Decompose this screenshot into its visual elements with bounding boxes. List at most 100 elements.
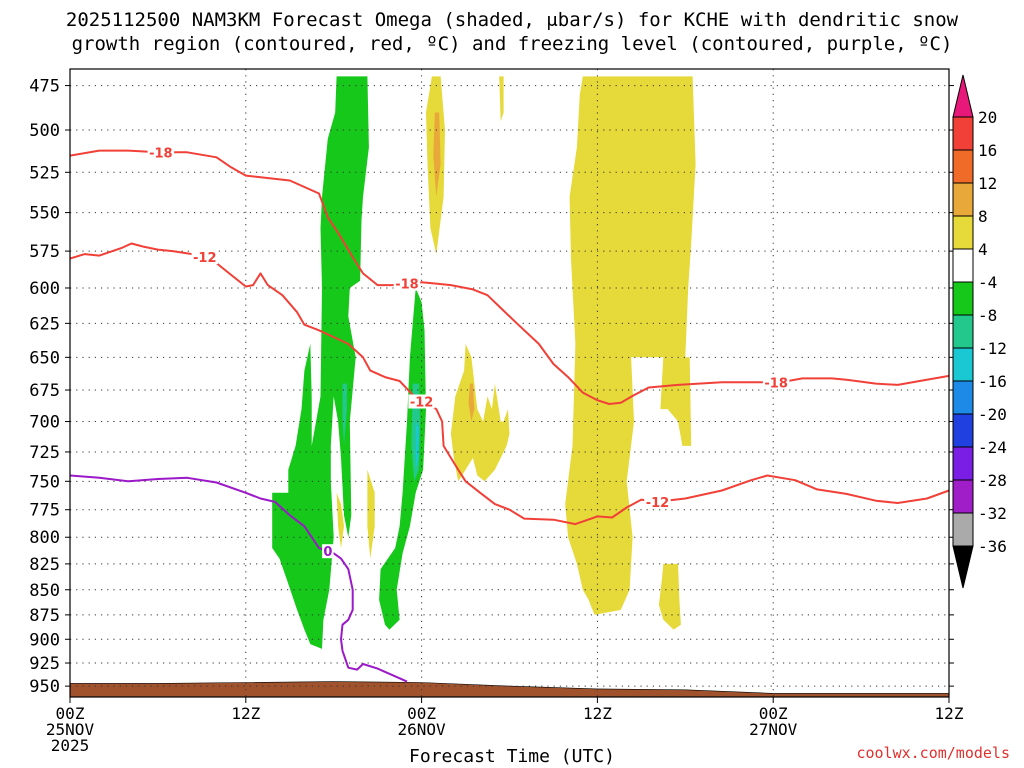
y-tick-label: 500 [29,121,60,141]
y-tick-label: 875 [29,606,60,626]
omega-yellow-2 [499,76,504,122]
y-tick-label: 650 [29,348,60,368]
contour-line [70,149,949,405]
chart-title-line-2: growth region (contoured, red, ºC) and f… [71,33,953,55]
contour-label: -18 [149,146,173,161]
x-tick-label: 27NOV [749,720,798,739]
contour-labels: -18 -18 -18 -12 -12 -12 0 [147,145,790,560]
contour-line [70,242,949,526]
colorbar-segment [952,116,974,151]
colorbar-bottom-triangle [952,545,974,589]
colorbar-label: 16 [978,141,997,160]
y-tick-label: 725 [29,443,60,463]
x-tick-label: 00Z [407,704,436,723]
y-tick-label: 550 [29,204,60,224]
omega-shading [272,76,696,649]
colorbar-label: -8 [978,306,997,325]
y-axis-ticks: 475 500 525 550 575 600 625 650 675 700 725 750 775 8… [29,77,954,697]
omega-green-1 [272,76,369,649]
colorbar-label: -24 [978,438,1007,457]
colorbar-label: 4 [978,240,988,259]
colorbar-label: 8 [978,207,988,226]
omega-orange-1 [433,112,441,197]
contour-line [70,474,408,683]
y-tick-label: 675 [29,381,60,401]
colorbar-segment [952,281,974,316]
y-tick-label: 525 [29,163,60,183]
x-tick-label: 12Z [231,704,260,723]
contour-label: -18 [764,376,788,391]
y-tick-label: 900 [29,630,60,650]
omega-yellow-4 [660,357,692,446]
colorbar-segment [952,347,974,382]
colorbar-segment [952,413,974,448]
grid-lines [70,69,949,697]
colorbar-label: -4 [978,273,997,292]
y-tick-label: 600 [29,279,60,299]
x-tick-label: 2025 [51,736,90,755]
contour-label: -12 [646,496,670,511]
x-tick-label: 25NOV [46,720,95,739]
colorbar-label: -12 [978,339,1007,358]
colorbar-label: -36 [978,537,1007,556]
colorbar-label: -32 [978,504,1007,523]
contour-label-bg [408,394,435,409]
omega-yellow-6 [450,343,510,482]
colorbar: 20 16 12 8 4 -4 -8 -12 -16 -20 -24 -28 -32 -36 [952,74,1007,589]
credit-text: coolwx.com/models [856,744,1010,762]
terrain-fill [70,681,949,697]
contour-label: -18 [395,278,419,293]
contour-label: 0 [323,545,332,560]
y-tick-label: 925 [29,654,60,674]
colorbar-segment [952,248,974,283]
colorbar-segment [952,182,974,217]
colorbar-top-triangle [952,74,974,118]
contour-label-bg [644,494,671,509]
omega-yellow-5 [658,563,681,630]
omega-green-2 [379,288,426,630]
colorbar-label: 20 [978,108,997,127]
colorbar-label: -16 [978,372,1007,391]
colorbar-segment [952,380,974,415]
colorbar-segment [952,149,974,184]
omega-cyan-1 [415,421,419,470]
colorbar-label: -20 [978,405,1007,424]
x-tick-label: 00Z [56,704,85,723]
contour-label-bg [762,375,790,390]
x-tick-label: 26NOV [398,720,447,739]
plot-frame [69,68,950,698]
colorbar-label: 12 [978,174,997,193]
omega-yellow-8 [367,469,375,559]
omega-orange-2 [468,383,475,422]
contour-label-bg [191,250,219,265]
y-tick-label: 825 [29,555,60,575]
y-tick-label: 850 [29,581,60,601]
colorbar-segment [952,215,974,250]
y-tick-label: 800 [29,528,60,548]
contour-label-bg [147,145,175,160]
terrain-layer [70,681,949,697]
x-tick-label: 12Z [935,704,964,723]
y-tick-label: 575 [29,242,60,262]
contour-label: -12 [193,251,217,266]
contour-lines [70,149,949,683]
omega-yellow-7 [336,492,344,548]
omega-yellow-3 [565,76,696,615]
colorbar-segment [952,446,974,481]
y-tick-label: 950 [29,677,60,697]
y-tick-label: 475 [29,77,60,97]
x-tick-label: 12Z [583,704,612,723]
colorbar-segment [952,512,974,547]
y-tick-label: 625 [29,314,60,334]
chart-title-line-1: 2025112500 NAM3KM Forecast Omega (shaded… [65,9,959,31]
contour-label-bg [393,276,421,291]
colorbar-segment [952,479,974,514]
omega-teal-1 [342,383,347,446]
y-tick-label: 775 [29,501,60,521]
y-tick-label: 750 [29,472,60,492]
x-tick-label: 00Z [759,704,788,723]
contour-label-bg [322,544,334,559]
x-axis-label: Forecast Time (UTC) [409,746,615,767]
